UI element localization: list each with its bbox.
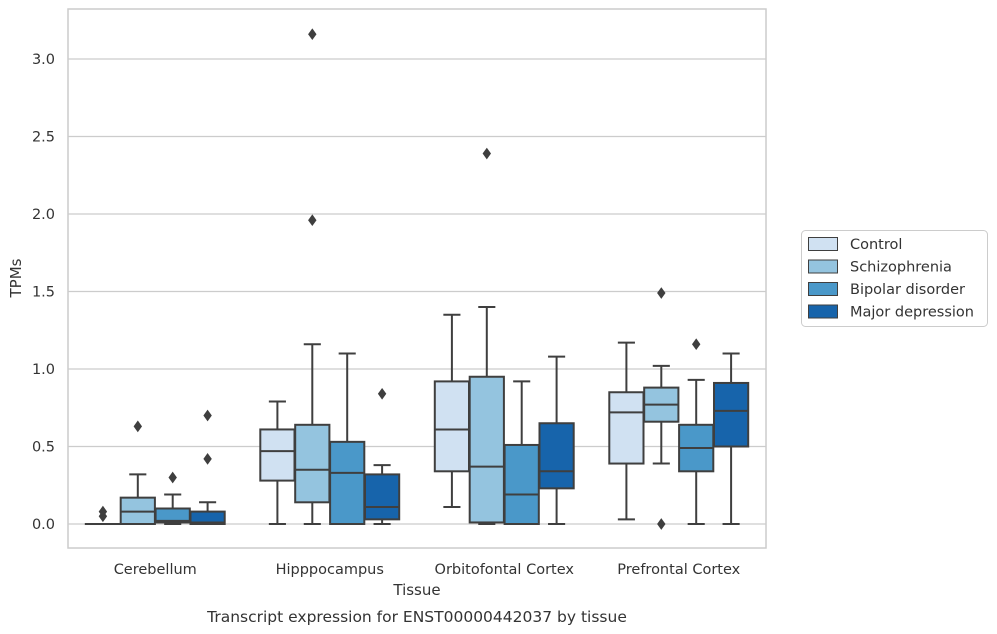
- legend-label: Control: [850, 237, 902, 253]
- box-iqr: [363, 473, 401, 521]
- outlier-point: [691, 338, 701, 351]
- outlier-point: [98, 505, 108, 518]
- plot-frame: [67, 8, 767, 549]
- legend-swatch: [808, 304, 838, 319]
- legend-label: Bipolar disorder: [850, 282, 965, 298]
- box: [678, 338, 715, 525]
- box: [294, 28, 331, 525]
- box: [84, 505, 122, 526]
- box-iqr: [468, 375, 505, 524]
- y-tick-labels: 0.0 0.5 1.0 1.5 2.0 2.5 3.0: [32, 52, 55, 533]
- y-axis-title: TPMs: [7, 258, 25, 298]
- outlier-point: [203, 409, 212, 422]
- y-tick-label: 2.0: [32, 207, 55, 223]
- box-iqr: [329, 440, 366, 526]
- legend: Control Schizophrenia Bipolar disorder Majo…: [801, 230, 988, 327]
- box: [643, 287, 680, 530]
- box: [154, 471, 191, 525]
- box: [538, 355, 575, 525]
- legend-swatch: [808, 259, 838, 274]
- box-iqr: [189, 510, 226, 526]
- box-iqr: [608, 391, 645, 465]
- plot-frame-border: [67, 8, 767, 549]
- box-series: [84, 28, 750, 530]
- outlier-point: [482, 147, 492, 160]
- box-iqr: [538, 422, 575, 490]
- outlier-point: [377, 387, 387, 400]
- outlier-point: [203, 453, 212, 465]
- outlier-point: [168, 471, 177, 484]
- outlier-point: [657, 518, 666, 530]
- y-tick-label: 1.0: [32, 362, 55, 378]
- box: [189, 409, 226, 526]
- box-iqr: [433, 380, 471, 473]
- x-tick-label: Cerebellum: [114, 562, 197, 578]
- x-tick-label: Prefrontal Cortex: [617, 562, 740, 578]
- outlier-point: [308, 214, 317, 227]
- box: [608, 341, 645, 521]
- box: [119, 420, 156, 525]
- y-tick-label: 1.5: [32, 285, 55, 301]
- legend-frame: [801, 230, 988, 327]
- x-axis-title: Tissue: [392, 581, 440, 599]
- box-iqr: [294, 423, 331, 504]
- gridlines: [68, 58, 766, 525]
- box: [433, 313, 471, 508]
- y-tick-label: 2.5: [32, 130, 55, 146]
- outlier-point: [657, 287, 666, 299]
- box: [363, 387, 401, 525]
- box: [329, 352, 366, 526]
- box: [468, 147, 505, 525]
- outlier-point: [308, 28, 317, 41]
- legend-swatch: [808, 237, 838, 251]
- legend-label: Schizophrenia: [850, 260, 952, 276]
- y-tick-label: 0.5: [32, 440, 55, 456]
- x-tick-labels: Cerebellum Hipppocampus Orbitofontal Corte…: [114, 562, 741, 578]
- box: [712, 352, 750, 525]
- chart-caption: Transcript expression for ENST0000044203…: [206, 608, 627, 626]
- legend-swatch: [808, 282, 838, 296]
- y-tick-label: 3.0: [32, 52, 55, 68]
- legend-label: Major depression: [850, 305, 974, 321]
- x-tick-label: Hipppocampus: [276, 562, 384, 578]
- box: [503, 380, 540, 526]
- box-iqr: [712, 381, 750, 448]
- y-tick-label: 0.0: [32, 517, 55, 533]
- box: [259, 400, 296, 525]
- outlier-point: [133, 420, 143, 433]
- box-iqr: [503, 443, 540, 526]
- box-iqr: [259, 428, 296, 482]
- x-tick-label: Orbitofontal Cortex: [435, 562, 575, 578]
